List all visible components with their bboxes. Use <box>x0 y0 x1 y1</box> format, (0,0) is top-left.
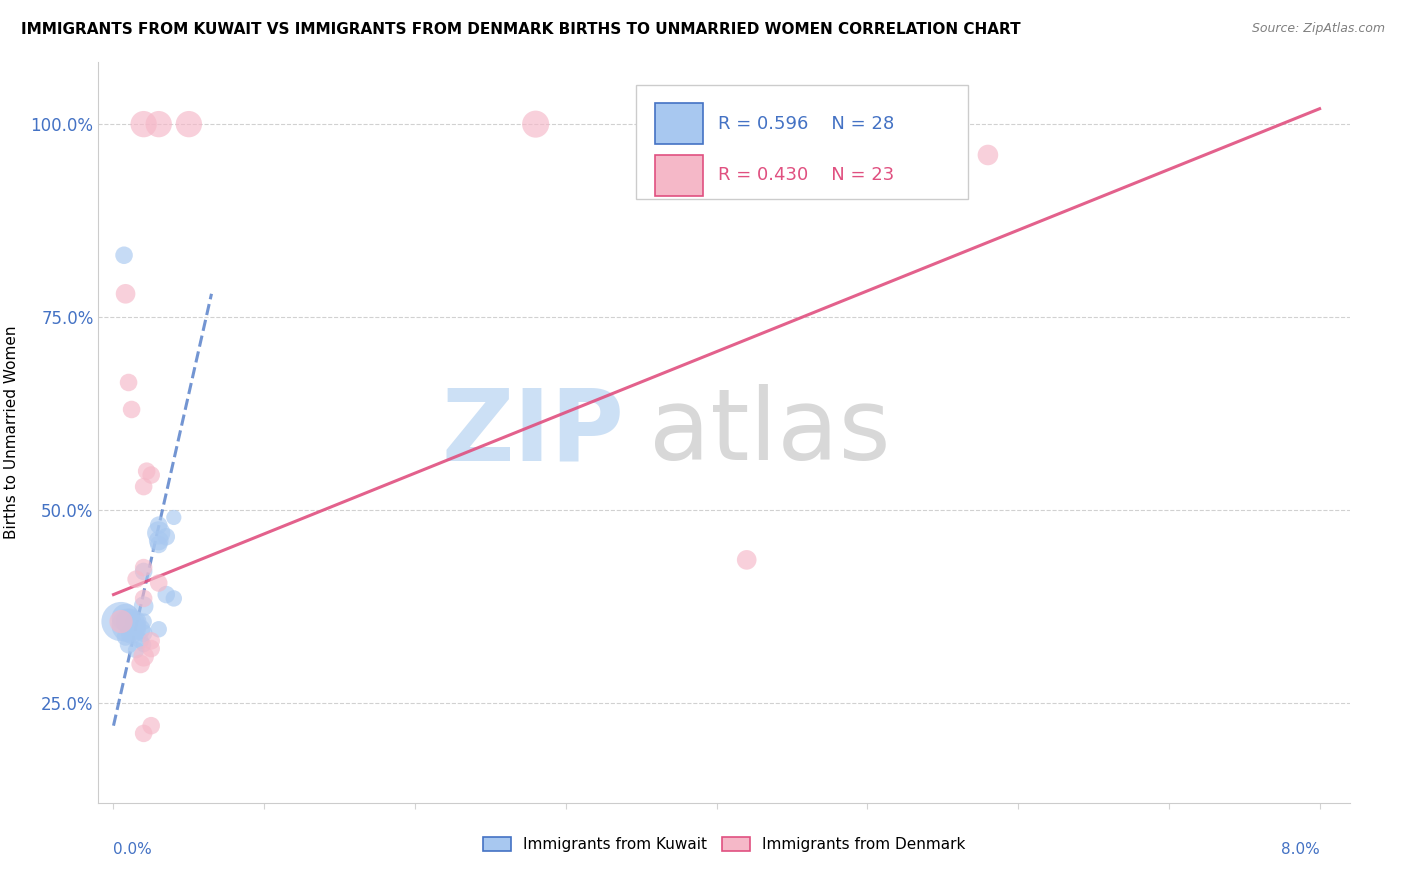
Point <box>148 518 170 533</box>
Point <box>129 633 152 648</box>
Point <box>141 633 163 648</box>
Legend: Immigrants from Kuwait, Immigrants from Denmark: Immigrants from Kuwait, Immigrants from … <box>477 830 972 858</box>
Text: ZIP: ZIP <box>441 384 624 481</box>
Point <box>132 599 155 614</box>
Point <box>117 618 139 632</box>
Text: R = 0.596    N = 28: R = 0.596 N = 28 <box>718 114 894 133</box>
Point <box>114 286 136 301</box>
Point <box>132 591 155 606</box>
Point <box>155 588 177 602</box>
Text: IMMIGRANTS FROM KUWAIT VS IMMIGRANTS FROM DENMARK BIRTHS TO UNMARRIED WOMEN CORR: IMMIGRANTS FROM KUWAIT VS IMMIGRANTS FRO… <box>21 22 1021 37</box>
Point <box>524 117 547 131</box>
Point <box>125 572 148 586</box>
Point <box>121 402 143 417</box>
Point <box>148 525 170 540</box>
Point <box>132 560 155 574</box>
Point <box>135 464 157 478</box>
Bar <box>655 103 703 144</box>
Point <box>148 537 170 551</box>
Point <box>148 117 170 131</box>
Point <box>132 565 155 579</box>
Text: R = 0.430    N = 23: R = 0.430 N = 23 <box>718 166 894 185</box>
Point <box>148 576 170 591</box>
Point <box>125 615 148 629</box>
Point <box>163 510 186 524</box>
Point <box>163 591 186 606</box>
Point <box>148 622 170 636</box>
Point <box>132 480 155 494</box>
Point <box>121 626 143 640</box>
FancyBboxPatch shape <box>637 85 969 200</box>
Text: 0.0%: 0.0% <box>114 842 152 856</box>
Point <box>141 641 163 656</box>
Point <box>117 638 139 652</box>
Point <box>110 615 132 629</box>
Point <box>129 657 152 671</box>
Point <box>121 626 143 640</box>
Bar <box>655 155 703 195</box>
Point <box>177 117 200 131</box>
Point <box>117 376 139 390</box>
Point <box>132 638 155 652</box>
Point <box>125 643 148 657</box>
Point <box>114 630 136 644</box>
Point <box>132 649 155 664</box>
Point <box>114 611 136 625</box>
Text: atlas: atlas <box>650 384 890 481</box>
Point <box>132 615 155 629</box>
Y-axis label: Births to Unmarried Women: Births to Unmarried Women <box>4 326 20 540</box>
Point <box>132 626 155 640</box>
Point <box>148 533 170 548</box>
Text: 8.0%: 8.0% <box>1281 842 1320 856</box>
Point <box>141 468 163 483</box>
Point <box>117 615 139 629</box>
Point <box>132 117 155 131</box>
Point <box>141 719 163 733</box>
Point <box>155 530 177 544</box>
Point <box>132 726 155 740</box>
Point <box>129 622 152 636</box>
Text: Source: ZipAtlas.com: Source: ZipAtlas.com <box>1251 22 1385 36</box>
Point <box>110 615 132 629</box>
Point <box>112 248 135 262</box>
Point <box>977 148 1000 162</box>
Point <box>735 553 758 567</box>
Point <box>125 622 148 636</box>
